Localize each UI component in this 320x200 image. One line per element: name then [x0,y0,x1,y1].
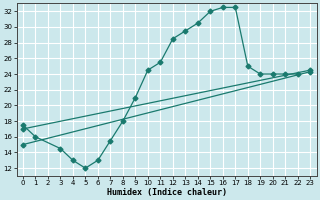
X-axis label: Humidex (Indice chaleur): Humidex (Indice chaleur) [107,188,227,197]
